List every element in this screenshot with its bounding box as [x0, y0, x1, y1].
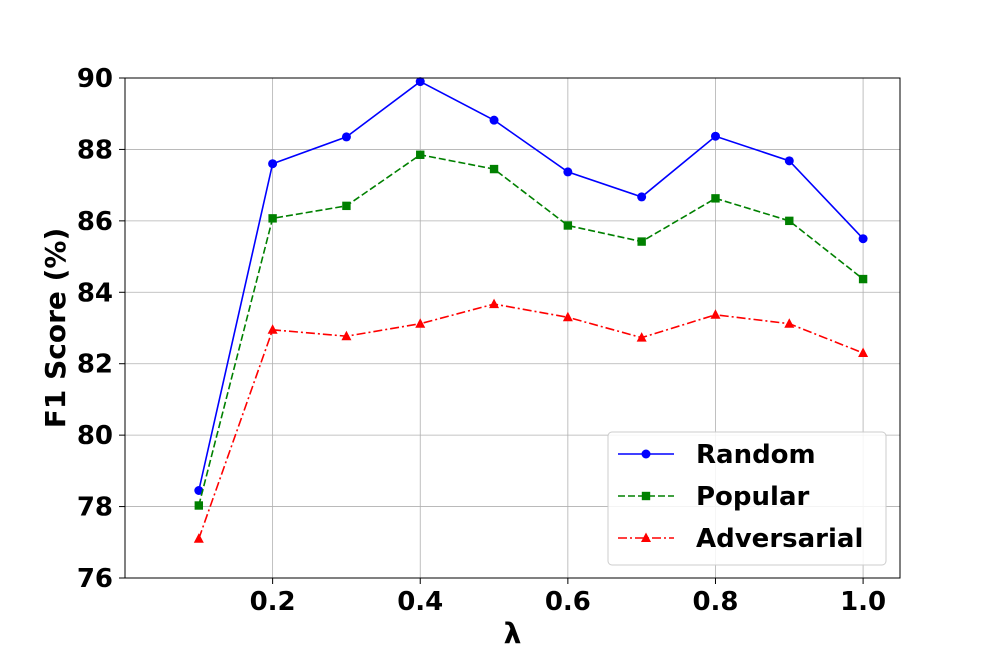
y-tick-label: 86: [77, 207, 113, 237]
series-random: [194, 77, 868, 495]
data-point-popular: [194, 501, 204, 510]
y-tick-label: 90: [77, 64, 113, 94]
y-tick-label: 80: [77, 421, 113, 451]
legend-label-adversarial: Adversarial: [696, 524, 863, 554]
series-line-popular: [198, 153, 864, 506]
series-adversarial: [193, 298, 869, 543]
data-point-random: [489, 115, 499, 125]
data-point-random: [858, 234, 868, 244]
data-point-random: [637, 192, 647, 202]
legend-label-random: Random: [696, 440, 816, 470]
data-point-adversarial: [562, 311, 573, 322]
x-tick-label: 0.4: [397, 587, 443, 617]
data-point-popular: [342, 201, 351, 211]
data-point-adversarial: [415, 318, 426, 328]
data-point-adversarial: [193, 533, 204, 543]
data-point-random: [710, 131, 720, 141]
legend-marker-popular: [641, 491, 651, 501]
x-tick-label: 0.6: [545, 587, 591, 617]
y-tick-label: 76: [77, 564, 113, 594]
x-tick-label: 0.8: [692, 587, 738, 617]
legend-box: [607, 431, 887, 566]
series-layer: [193, 77, 869, 543]
legend-label-popular: Popular: [696, 482, 809, 512]
data-point-adversarial: [341, 330, 352, 341]
y-tick-label: 84: [77, 278, 113, 308]
data-point-adversarial: [858, 347, 869, 357]
data-point-random: [268, 159, 278, 169]
legend-entry-popular: Popular: [618, 482, 809, 512]
legend-marker-adversarial: [641, 532, 651, 542]
data-point-popular: [785, 216, 794, 226]
x-axis-label: λ: [504, 617, 522, 650]
series-popular: [194, 150, 868, 510]
data-point-adversarial: [636, 332, 647, 342]
data-point-popular: [637, 237, 646, 246]
axis-ticks: 0.2 0.4 0.6 0.8 1.0 76 78 80 82 84 86 88 90: [77, 64, 886, 617]
data-point-adversarial: [267, 324, 278, 334]
data-point-random: [194, 486, 204, 495]
data-point-popular: [489, 164, 499, 174]
x-tick-label: 0.2: [250, 587, 296, 617]
legend-entry-random: Random: [618, 440, 816, 470]
y-tick-label: 88: [77, 135, 113, 165]
data-point-popular: [416, 150, 425, 159]
data-point-adversarial: [710, 309, 721, 319]
plot-frame: [124, 77, 901, 579]
legend-marker-random: [641, 449, 651, 459]
data-point-popular: [711, 194, 720, 203]
data-point-popular: [563, 221, 573, 230]
legend: Random Popular Adversarial: [607, 431, 887, 566]
series-line-adversarial: [198, 303, 864, 539]
x-tick-label: 1.0: [840, 587, 886, 617]
data-point-popular: [858, 274, 868, 284]
data-point-random: [563, 167, 573, 177]
series-line-random: [198, 80, 864, 491]
y-tick-label: 78: [77, 493, 113, 523]
data-point-random: [341, 132, 351, 142]
data-point-adversarial: [784, 318, 795, 328]
data-point-random: [415, 77, 425, 87]
legend-entry-adversarial: Adversarial: [618, 524, 863, 554]
y-axis-label: F1 Score (%): [39, 228, 72, 429]
y-tick-label: 82: [77, 350, 113, 380]
data-point-adversarial: [489, 298, 500, 309]
data-point-random: [784, 156, 794, 166]
data-point-popular: [268, 214, 277, 223]
